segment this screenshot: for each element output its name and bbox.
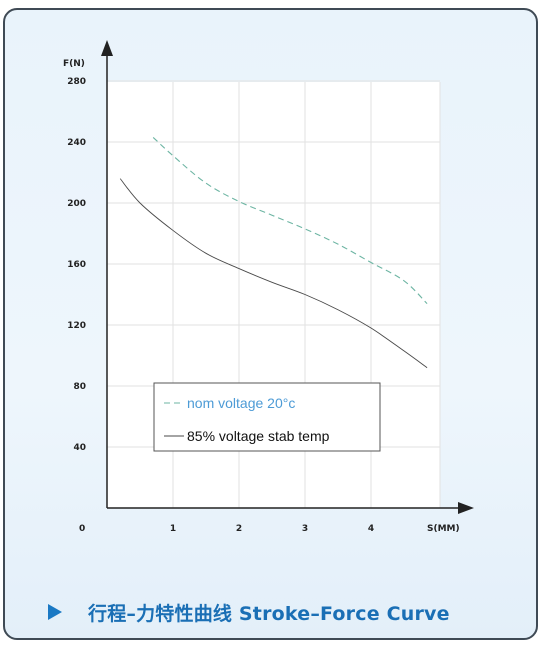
chart-ticks: 40 80 120 160 200 240 280 1 2 3 4 — [67, 77, 374, 534]
y-tick-label: 160 — [67, 260, 86, 270]
series-line-85-voltage — [119, 178, 428, 369]
y-tick-label: 280 — [67, 77, 86, 87]
y-tick-label: 40 — [73, 443, 86, 453]
chart-series — [119, 137, 428, 369]
origin-label: 0 — [79, 524, 85, 534]
y-axis-label: F(N) — [63, 59, 85, 69]
x-tick-label: 3 — [302, 524, 308, 534]
x-axis-label: S(MM) — [427, 524, 460, 534]
x-tick-label: 4 — [368, 524, 374, 534]
x-tick-label: 1 — [170, 524, 176, 534]
y-tick-label: 120 — [67, 321, 86, 331]
chart-caption: 行程–力特性曲线 Stroke–Force Curve — [48, 598, 450, 626]
x-tick-label: 2 — [236, 524, 242, 534]
legend-entry-label: nom voltage 20°c — [187, 395, 295, 411]
x-axis-arrow-icon — [458, 502, 474, 514]
series-line-nom-voltage — [152, 137, 428, 305]
y-axis-arrow-icon — [101, 40, 113, 56]
y-tick-label: 200 — [67, 199, 86, 209]
chart-legend: nom voltage 20°c 85% voltage stab temp — [153, 382, 381, 452]
chart-axes: F(N) S(MM) 0 — [63, 40, 474, 534]
y-tick-label: 80 — [73, 382, 86, 392]
caption-title: 行程–力特性曲线 Stroke–Force Curve — [88, 602, 450, 625]
y-tick-label: 240 — [67, 138, 86, 148]
legend-entry-label: 85% voltage stab temp — [187, 428, 330, 444]
legend-box — [153, 382, 381, 452]
play-arrow-icon — [48, 604, 62, 620]
